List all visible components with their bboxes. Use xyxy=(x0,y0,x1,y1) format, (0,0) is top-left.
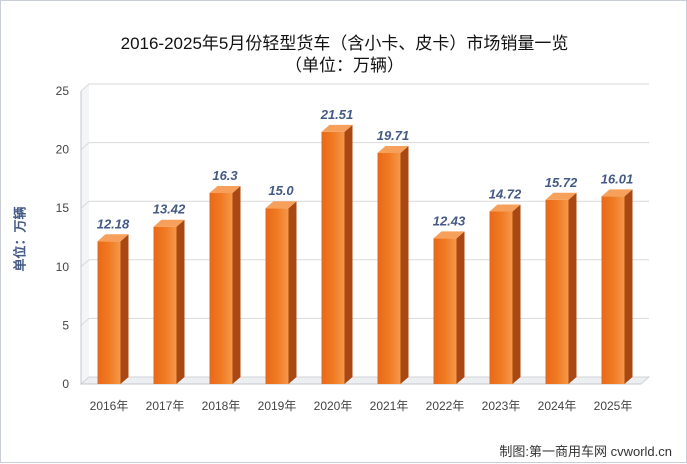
bar-top xyxy=(601,189,633,197)
x-tick-label: 2025年 xyxy=(594,399,633,413)
bar-side xyxy=(288,201,297,384)
x-tick-label: 2020年 xyxy=(314,399,353,413)
bar xyxy=(433,238,457,384)
data-label: 16.3 xyxy=(212,168,238,183)
x-tick-label: 2024年 xyxy=(538,399,577,413)
bar-top xyxy=(97,234,129,242)
bar xyxy=(377,152,401,384)
bar-side xyxy=(456,231,465,384)
bar xyxy=(545,199,569,384)
bar-top xyxy=(433,231,465,239)
bar-side xyxy=(176,219,185,384)
plot-side-wall xyxy=(81,84,89,384)
y-tick-label: 5 xyxy=(62,318,69,332)
bar-side xyxy=(344,124,353,384)
bar-side xyxy=(400,145,409,384)
x-tick-label: 2019年 xyxy=(258,399,297,413)
data-label: 21.51 xyxy=(320,107,354,122)
y-tick-label: 0 xyxy=(62,377,69,391)
chart-title: 2016-2025年5月份轻型货车（含小卡、皮卡）市场销量一览 xyxy=(120,34,569,53)
data-label: 15.72 xyxy=(545,175,578,190)
chart-subtitle: （单位：万辆） xyxy=(285,56,404,75)
x-tick-label: 2017年 xyxy=(146,399,185,413)
bar-side xyxy=(232,185,241,384)
credit-text: 制图:第一商用车网 cvworld.cn xyxy=(499,444,672,459)
y-tick-label: 10 xyxy=(56,260,70,274)
bar-top xyxy=(265,201,297,209)
y-tick-label: 25 xyxy=(56,84,70,98)
bar xyxy=(321,131,345,384)
bar xyxy=(97,241,121,384)
bar-side xyxy=(120,234,129,384)
x-tick-label: 2018年 xyxy=(202,399,241,413)
y-tick-label: 15 xyxy=(56,201,70,215)
data-label: 15.0 xyxy=(268,183,294,198)
data-label: 12.18 xyxy=(97,216,130,231)
bar xyxy=(601,196,625,384)
data-label: 14.72 xyxy=(489,186,522,201)
x-tick-label: 2016年 xyxy=(90,399,129,413)
bar-top xyxy=(321,124,353,132)
grid-line-diagonal xyxy=(80,83,90,92)
data-label: 13.42 xyxy=(153,202,186,217)
grid-line-diagonal xyxy=(80,318,90,326)
bar xyxy=(265,208,289,384)
bar-side xyxy=(512,204,521,384)
grid-line-diagonal xyxy=(80,200,90,209)
x-tick-label: 2021年 xyxy=(370,399,409,413)
data-label: 12.43 xyxy=(433,213,466,228)
bar xyxy=(209,192,233,384)
bar-top xyxy=(209,185,241,193)
bar-top xyxy=(377,145,409,153)
bar xyxy=(153,226,177,384)
bar-top xyxy=(153,219,185,227)
data-label: 19.71 xyxy=(377,128,410,143)
bar-top xyxy=(545,192,577,200)
y-tick-label: 20 xyxy=(56,143,70,157)
bar-top xyxy=(489,204,521,212)
bar xyxy=(489,211,513,384)
x-tick-label: 2022年 xyxy=(426,399,465,413)
bar-side xyxy=(624,189,633,384)
grid-line-diagonal xyxy=(80,142,90,150)
data-label: 16.01 xyxy=(601,171,634,186)
grid-line-diagonal xyxy=(80,259,90,268)
x-tick-label: 2023年 xyxy=(482,399,521,413)
bar-side xyxy=(568,192,577,384)
